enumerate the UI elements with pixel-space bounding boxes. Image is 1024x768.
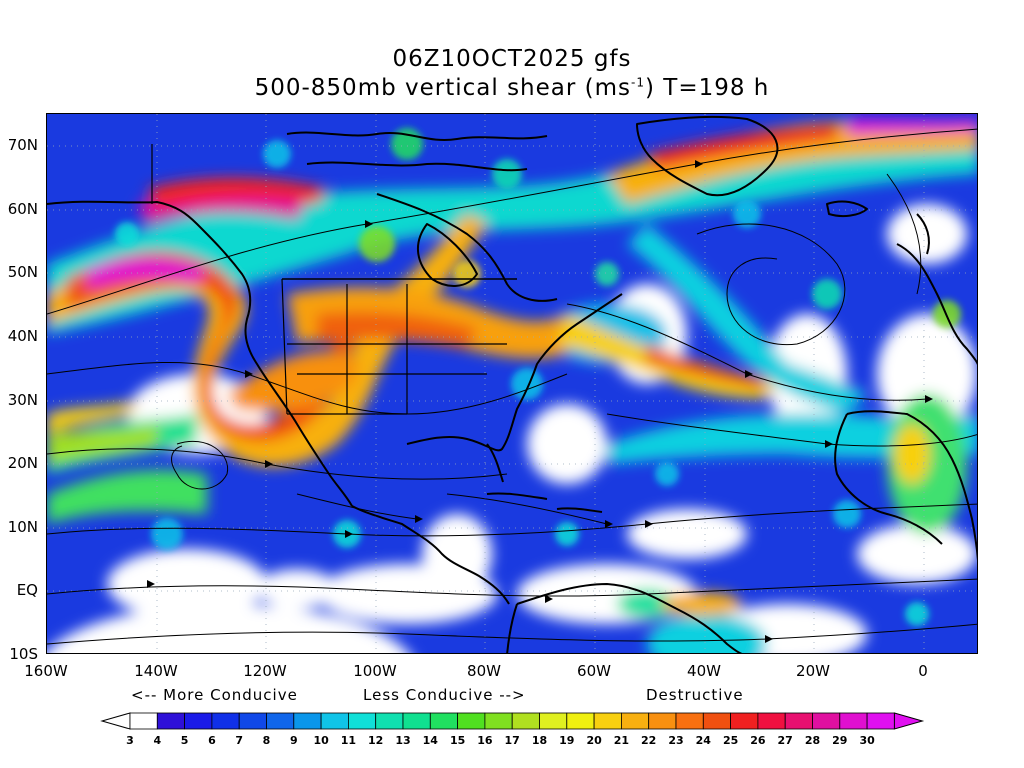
colorbar-tick-label: 16 xyxy=(477,734,493,747)
lat-label-10s: 10S xyxy=(9,645,38,663)
streamline-arrows xyxy=(147,160,933,643)
conducive-legend: <-- More Conducive Less Conducive --> De… xyxy=(0,686,1024,706)
colorbar-tick-label: 13 xyxy=(395,734,410,747)
colorbar-box xyxy=(238,712,267,730)
lon-label-140w: 140W xyxy=(134,662,178,680)
lat-label-10n: 10N xyxy=(7,518,38,536)
colorbar-box xyxy=(320,712,349,730)
destructive-label: Destructive xyxy=(646,686,744,704)
lon-label-160w: 160W xyxy=(24,662,68,680)
colorbar-box xyxy=(347,712,377,730)
more-conducive-label: <-- More Conducive xyxy=(131,686,298,704)
colorbar-tick-label: 28 xyxy=(805,734,820,747)
colorbar-tick-label: 19 xyxy=(559,734,574,747)
colorbar-boxes xyxy=(100,712,925,730)
colorbar-tick-label: 22 xyxy=(641,734,656,747)
colorbar-tick-label: 24 xyxy=(696,734,712,747)
colorbar-tick-label: 8 xyxy=(263,734,271,747)
map-title-line2: 500-850mb vertical shear (ms-1) T=198 h xyxy=(0,75,1024,101)
lon-label-60w: 60W xyxy=(577,662,611,680)
colorbar-box xyxy=(211,712,240,730)
colorbar-tick-label: 30 xyxy=(859,734,875,747)
colorbar-box xyxy=(621,712,650,730)
lat-label-70n: 70N xyxy=(7,136,38,154)
colorbar-tick-label: 29 xyxy=(832,734,847,747)
colorbar-left-arrow xyxy=(100,712,131,730)
lat-label-50n: 50N xyxy=(7,263,38,281)
lon-label-80w: 80W xyxy=(467,662,501,680)
colorbar-tick-labels: 3 4 5 6 7 8 9 10 11 12 13 14 15 16 17 18 19 20 21 22 23 24 25 2… xyxy=(126,734,875,747)
lat-lon-grid xyxy=(47,114,977,653)
colorbar-box xyxy=(402,712,431,730)
colorbar-box xyxy=(266,712,295,730)
colorbar-tick-label: 3 xyxy=(126,734,134,747)
colorbar-box xyxy=(839,712,868,730)
colorbar-tick-label: 14 xyxy=(423,734,439,747)
lon-label-0: 0 xyxy=(918,662,928,680)
shear-map-svg xyxy=(47,114,977,653)
shear-colorbar: 3 4 5 6 7 8 9 10 11 12 13 14 15 16 17 18 19 20 21 22 23 24 25 2… xyxy=(100,712,925,747)
less-conducive-label: Less Conducive --> xyxy=(363,686,526,704)
colorbar-tick-label: 6 xyxy=(208,734,216,747)
lon-label-40w: 40W xyxy=(687,662,721,680)
colorbar-tick-label: 7 xyxy=(235,734,243,747)
colorbar-box xyxy=(566,712,595,730)
colorbar-right-arrow xyxy=(893,712,925,730)
colorbar-tick-label: 23 xyxy=(668,734,683,747)
coastlines xyxy=(47,115,977,653)
lon-label-20w: 20W xyxy=(796,662,830,680)
colorbar-tick-label: 10 xyxy=(313,734,329,747)
lat-label-eq: EQ xyxy=(16,581,38,599)
lon-label-120w: 120W xyxy=(243,662,287,680)
colorbar-tick-label: 4 xyxy=(153,734,161,747)
map-title-line1: 06Z10OCT2025 gfs xyxy=(392,46,632,72)
colorbar-box xyxy=(156,712,185,730)
colorbar-box xyxy=(702,712,731,730)
colorbar-box xyxy=(593,712,622,730)
colorbar-box xyxy=(457,712,486,730)
colorbar-box xyxy=(648,712,677,730)
colorbar-tick-label: 20 xyxy=(586,734,602,747)
title-line2-superscript: -1 xyxy=(631,75,645,90)
colorbar-tick-label: 5 xyxy=(181,734,189,747)
colorbar-box xyxy=(484,712,513,730)
colorbar-box xyxy=(784,712,813,730)
colorbar-tick-label: 21 xyxy=(614,734,629,747)
colorbar-tick-label: 18 xyxy=(532,734,547,747)
colorbar-box xyxy=(757,712,786,730)
colorbar-box xyxy=(866,712,895,730)
colorbar-box xyxy=(511,712,540,730)
title-line2-prefix: 500-850mb vertical shear (ms xyxy=(254,75,632,101)
colorbar-tick-label: 27 xyxy=(778,734,793,747)
colorbar-box xyxy=(675,712,704,730)
title-line2-suffix: ) T=198 h xyxy=(644,75,770,101)
colorbar-tick-label: 15 xyxy=(450,734,465,747)
lat-label-20n: 20N xyxy=(7,454,38,472)
colorbar-box xyxy=(730,712,759,730)
colorbar-box xyxy=(812,712,841,730)
lat-label-40n: 40N xyxy=(7,327,38,345)
colorbar-box xyxy=(375,712,404,730)
colorbar-tick-label: 17 xyxy=(505,734,520,747)
colorbar-tick-label: 12 xyxy=(368,734,383,747)
colorbar-tick-label: 11 xyxy=(341,734,356,747)
lat-label-30n: 30N xyxy=(7,391,38,409)
shear-speckle xyxy=(115,128,961,626)
colorbar-box xyxy=(293,712,322,730)
colorbar-box xyxy=(429,712,458,730)
shear-map xyxy=(46,113,978,654)
lon-label-100w: 100W xyxy=(353,662,397,680)
colorbar-box xyxy=(539,712,568,730)
colorbar-tick-label: 26 xyxy=(750,734,766,747)
colorbar-box xyxy=(129,712,158,730)
colorbar-tick-label: 25 xyxy=(723,734,738,747)
colorbar-box xyxy=(184,712,213,730)
colorbar-tick-label: 9 xyxy=(290,734,298,747)
lat-label-60n: 60N xyxy=(7,200,38,218)
